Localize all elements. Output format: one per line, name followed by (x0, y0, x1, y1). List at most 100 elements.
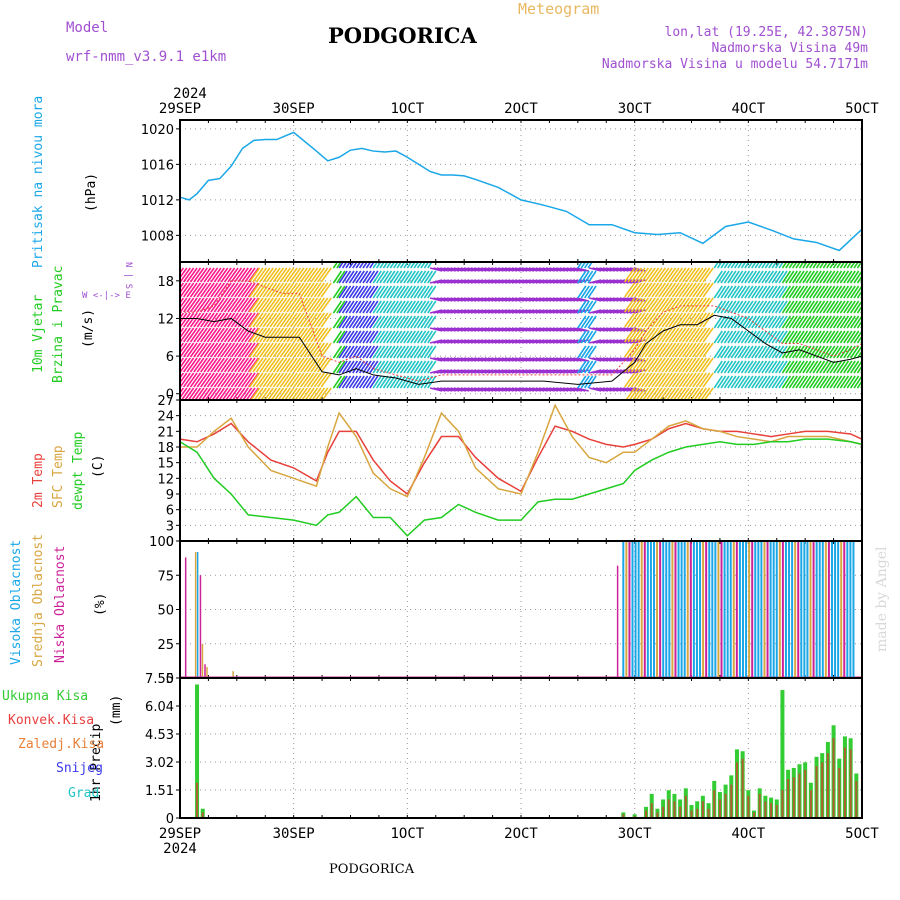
wind-barb (849, 285, 860, 299)
wind-barb (723, 330, 734, 344)
wind-barb (203, 267, 215, 283)
wind-barb (365, 285, 376, 299)
wind-barb (283, 282, 295, 298)
wind-barb (791, 285, 802, 299)
wind-barb (569, 267, 583, 272)
wind-barb (515, 279, 528, 284)
wind-barb (737, 300, 747, 314)
wind-barb (203, 342, 215, 358)
wind-barb (637, 357, 649, 373)
wind-barb (651, 312, 663, 328)
wind-barb (815, 300, 826, 314)
wind-barb (644, 357, 656, 373)
wind-barb (521, 387, 535, 392)
wind-barb (244, 327, 256, 343)
wind-barb (774, 375, 785, 389)
wind-barb (413, 270, 423, 284)
wind-barb (788, 285, 798, 299)
wind-barb (559, 267, 572, 272)
wind-barb (345, 300, 355, 314)
wind-barb (761, 360, 771, 374)
wind-barb (702, 372, 714, 388)
wind-barb (217, 267, 229, 283)
wind-barb (180, 297, 191, 313)
wind-barb (661, 372, 673, 388)
wind-barb (379, 375, 389, 389)
precip-ylabel: 1hr Precip (89, 724, 104, 802)
city-title: PODGORICA (328, 23, 477, 48)
wind-barb (549, 279, 562, 284)
wind-barb (481, 387, 494, 392)
wind-barb (681, 342, 694, 358)
wind-barb (393, 270, 403, 284)
wind-barb (336, 375, 346, 389)
wind-barb (196, 267, 208, 283)
wind-barb (396, 262, 403, 269)
wind-barb (182, 327, 195, 343)
wind-barb (612, 279, 626, 284)
wind-barb (577, 270, 587, 284)
wind-barb (306, 312, 319, 328)
wind-barb (699, 357, 711, 373)
wind-barb (276, 297, 288, 313)
wind-barb (819, 330, 829, 344)
precip-bar-convective (809, 790, 812, 818)
wind-barb (678, 267, 690, 283)
wind-barb (265, 372, 278, 388)
wind-barb (491, 387, 504, 392)
wind-barb (644, 312, 656, 328)
wind-barb (599, 279, 612, 284)
wind-barb (727, 300, 737, 314)
wind-barb (355, 285, 365, 299)
wind-barb (296, 372, 308, 388)
wind-barb (427, 315, 437, 329)
wind-barb (247, 297, 260, 313)
wind-barb (716, 285, 727, 299)
wind-barb (306, 342, 319, 358)
wind-barb (440, 279, 453, 284)
wind-barb (200, 297, 212, 313)
wind-barb (573, 267, 586, 272)
wind-barb (248, 297, 261, 313)
wind-barb (200, 327, 212, 343)
wind-barb (487, 309, 501, 314)
wind-barb (795, 300, 805, 314)
wind-barb (433, 369, 446, 374)
wind-barb (463, 339, 477, 344)
wind-barb (764, 330, 775, 344)
wind-barb (410, 315, 420, 329)
wind-barb (320, 267, 332, 283)
wind-barb (306, 327, 319, 343)
wind-barb (619, 387, 633, 392)
wind-barb (846, 315, 856, 329)
wind-barb (247, 357, 260, 373)
wind-barb (757, 330, 768, 344)
y-tick-label: 75 (157, 569, 174, 584)
wind-barb (227, 282, 239, 298)
wind-barb (186, 372, 198, 388)
wind-barb (573, 297, 586, 302)
wind-barb (744, 360, 754, 374)
wind-barb (429, 369, 443, 374)
wind-barb (695, 297, 707, 313)
wind-barb (692, 282, 704, 298)
wind-barb (423, 315, 434, 329)
precip-bar-total (195, 684, 200, 818)
wind-barb (180, 357, 191, 373)
wind-barb (180, 282, 188, 294)
wind-barb (515, 297, 528, 302)
wind-barb (389, 270, 399, 284)
wind-barb (849, 360, 860, 374)
wind-barb (589, 309, 602, 314)
wind-barb (286, 357, 298, 373)
wind-barb (332, 375, 343, 389)
wind-barb (491, 297, 504, 302)
precip-legend-frozen: Zaledj.Kisa (18, 737, 104, 752)
wind-barb (675, 357, 687, 373)
wind-barb (182, 357, 195, 373)
wind-barb (606, 309, 619, 314)
wind-barb (839, 300, 850, 314)
wind-barb (244, 372, 256, 388)
wind-barb (393, 262, 399, 269)
wind-barb (501, 267, 514, 272)
